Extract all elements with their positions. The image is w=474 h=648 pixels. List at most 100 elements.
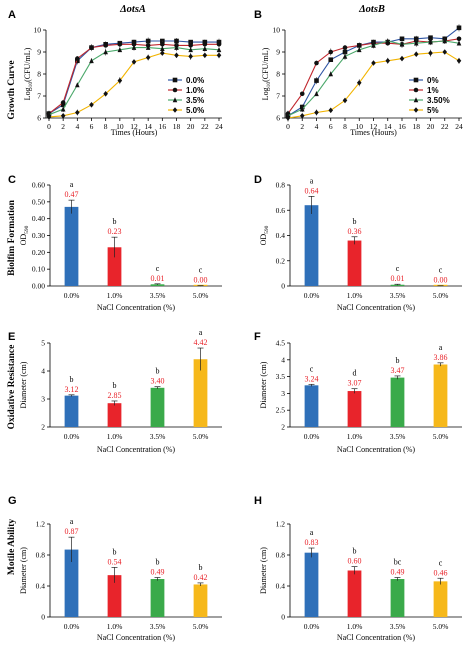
data-label: 0.42 xyxy=(194,573,208,582)
significance-letter: a xyxy=(70,180,74,189)
point-marker xyxy=(202,52,208,59)
x-tick-label: 3.5% xyxy=(150,432,166,441)
panel-c: C 0.00 0.10 0.20 0.30 0.40 0.50 0.60 NaCl Concen… xyxy=(8,174,222,312)
y-tick-label: 1.2 xyxy=(276,520,286,529)
x-tick-label: 5.0% xyxy=(433,622,449,631)
bar xyxy=(150,284,165,286)
y-tick-label: 1.2 xyxy=(36,520,46,529)
x-tick-label: 10 xyxy=(356,122,364,131)
legend-label: 1.0% xyxy=(186,86,204,95)
x-tick-label: 6 xyxy=(90,122,94,131)
point-marker xyxy=(60,106,66,112)
y-tick-label: 5 xyxy=(41,339,45,348)
y-tick-label: 0.8 xyxy=(276,181,286,190)
point-marker xyxy=(103,49,108,55)
significance-letter: c xyxy=(396,264,400,273)
point-marker xyxy=(216,42,222,47)
point-marker xyxy=(456,25,462,31)
point-marker xyxy=(428,35,433,40)
y-tick-label: 0.8 xyxy=(276,551,286,560)
y-tick-label: 6 xyxy=(37,114,41,123)
significance-letter: b xyxy=(70,375,74,384)
chart-title: ΔotsB xyxy=(358,4,385,15)
significance-letter: b xyxy=(156,367,160,376)
point-marker xyxy=(342,49,348,55)
x-tick-label: 5.0% xyxy=(193,432,209,441)
row-label-growth-curve: Growth Curve xyxy=(7,60,17,119)
panel-letter: C xyxy=(8,174,16,186)
y-tick-label: 4.5 xyxy=(276,339,286,348)
y-axis-label: Diameter (cm) xyxy=(259,361,268,408)
point-marker xyxy=(188,47,193,53)
data-label: 3.47 xyxy=(391,366,405,375)
bar xyxy=(347,391,362,427)
data-label: 3.12 xyxy=(65,385,79,394)
data-label: 3.86 xyxy=(434,353,448,362)
row-label-oxidative-resistance: Oxidative Resistance xyxy=(7,345,17,430)
x-tick-label: 16 xyxy=(159,122,167,131)
point-marker xyxy=(117,77,123,84)
bar xyxy=(304,205,319,286)
x-tick-label: 4 xyxy=(315,122,319,131)
legend-label: 0% xyxy=(427,76,439,85)
panel-f: F 2 2.5 3 3.5 4 4.5 NaCl Concentration (%) Diame… xyxy=(254,331,462,454)
x-axis-label: Times (Hours) xyxy=(350,128,397,137)
point-marker xyxy=(399,36,405,42)
x-axis-label: NaCl Concentration (%) xyxy=(337,445,416,454)
point-marker xyxy=(328,57,334,62)
point-marker xyxy=(174,38,179,44)
data-label: 0.46 xyxy=(434,568,448,577)
significance-letter: a xyxy=(199,328,203,337)
y-axis-label: Diameter (cm) xyxy=(19,361,28,408)
data-label: 3.40 xyxy=(151,377,165,386)
bar xyxy=(150,579,165,617)
y-tick-label: 10 xyxy=(34,26,42,35)
bar xyxy=(390,284,405,286)
point-marker xyxy=(413,40,419,46)
y-axis-label: OD590 xyxy=(19,225,30,245)
panel-letter: D xyxy=(254,174,262,186)
data-label: 0.83 xyxy=(305,538,319,547)
point-marker xyxy=(172,87,178,93)
bar xyxy=(433,581,448,617)
x-tick-label: 0.0% xyxy=(304,291,320,300)
point-marker xyxy=(413,97,419,103)
panel-letter: B xyxy=(254,9,262,21)
point-marker xyxy=(174,44,179,50)
data-label: 0.54 xyxy=(108,557,122,566)
x-tick-label: 3.5% xyxy=(150,291,166,300)
x-axis-label: NaCl Concentration (%) xyxy=(337,633,416,642)
x-tick-label: 22 xyxy=(201,122,209,131)
x-tick-label: 0.0% xyxy=(64,291,80,300)
point-marker xyxy=(172,97,178,103)
point-marker xyxy=(174,52,179,59)
x-tick-label: 3.5% xyxy=(390,291,406,300)
point-marker xyxy=(456,58,462,64)
point-marker xyxy=(356,43,362,48)
point-marker xyxy=(356,47,362,53)
point-marker xyxy=(160,50,165,56)
data-label: 0.49 xyxy=(151,567,165,576)
panel-g: G 0 0.4 0.8 1.2 NaCl Concentration (%) Diamete… xyxy=(8,495,222,642)
y-tick-label: 9 xyxy=(276,48,280,57)
point-marker xyxy=(188,43,193,48)
bar xyxy=(150,387,165,427)
data-label: 3.24 xyxy=(305,374,319,383)
x-axis-label: NaCl Concentration (%) xyxy=(97,445,176,454)
y-axis-label: Diameter (cm) xyxy=(19,547,28,594)
bar xyxy=(64,395,79,427)
data-label: 0.01 xyxy=(391,274,405,283)
x-tick-label: 12 xyxy=(130,122,138,131)
panel-letter: A xyxy=(8,9,16,21)
point-marker xyxy=(172,107,178,113)
data-label: 0.00 xyxy=(434,276,448,285)
x-tick-label: 18 xyxy=(413,122,421,131)
point-marker xyxy=(442,38,448,44)
point-marker xyxy=(442,49,448,55)
y-tick-label: 0.2 xyxy=(276,256,286,265)
x-tick-label: 4 xyxy=(75,122,79,131)
x-tick-label: 8 xyxy=(343,122,347,131)
y-tick-label: 8 xyxy=(37,70,41,79)
x-tick-label: 0.0% xyxy=(64,622,80,631)
